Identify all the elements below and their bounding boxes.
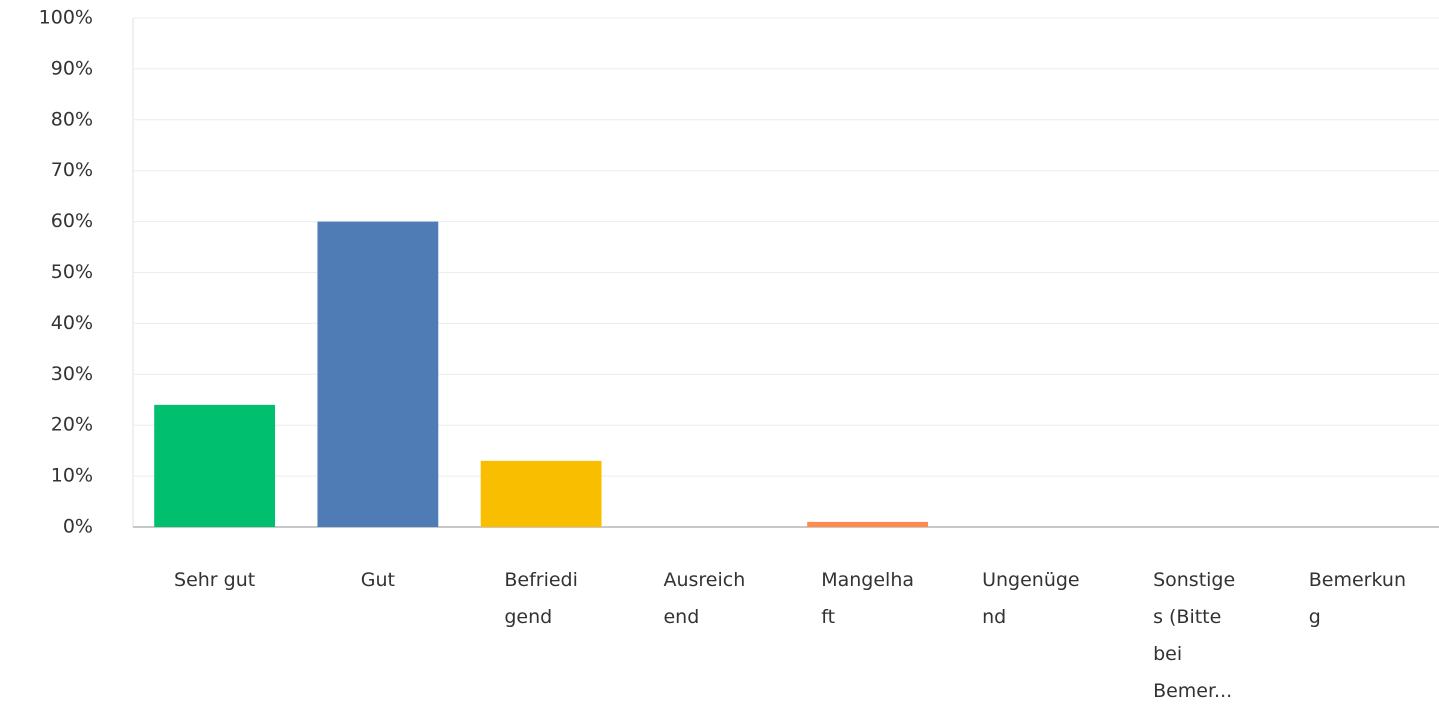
y-tick-label: 90%: [51, 57, 93, 79]
y-tick-label: 60%: [51, 210, 93, 232]
bar: [154, 404, 276, 527]
x-tick-label: Sonstige s (Bitte bei Bemer...: [1153, 569, 1236, 702]
x-tick-label-box: Befriedi gend: [460, 562, 623, 636]
x-tick-label-box: Sonstige s (Bitte bei Bemer...: [1113, 562, 1276, 707]
x-tick-label-box: Mangelha ft: [786, 562, 949, 636]
bar: [807, 521, 929, 527]
x-tick-label-box: Bemerkun g: [1276, 562, 1439, 636]
x-tick-label-box: Sehr gut: [133, 562, 296, 599]
x-tick-label: Ausreich end: [663, 569, 746, 628]
x-tick-label: Mangelha ft: [821, 569, 915, 628]
x-tick-label: Befriedi gend: [504, 569, 578, 628]
bar: [480, 460, 602, 527]
y-tick-label: 100%: [39, 7, 93, 29]
x-tick-label: Bemerkun g: [1308, 569, 1406, 628]
x-tick-label: Ungenüge nd: [982, 569, 1080, 628]
y-tick-label: 0%: [63, 516, 93, 538]
x-tick-label-box: Gut: [296, 562, 459, 599]
y-tick-label: 30%: [51, 363, 93, 385]
x-tick-label-box: Ungenüge nd: [949, 562, 1112, 636]
x-tick-label-box: Ausreich end: [623, 562, 786, 636]
x-tick-label: Sehr gut: [174, 569, 256, 591]
y-tick-label: 80%: [51, 108, 93, 130]
y-tick-label: 70%: [51, 159, 93, 181]
y-tick-label: 20%: [51, 414, 93, 436]
bar: [317, 221, 439, 527]
y-tick-label: 40%: [51, 312, 93, 334]
y-tick-label: 10%: [51, 465, 93, 487]
y-tick-label: 50%: [51, 261, 93, 283]
x-tick-label: Gut: [360, 569, 395, 591]
